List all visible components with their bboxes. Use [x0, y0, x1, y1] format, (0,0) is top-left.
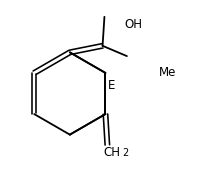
Text: 2: 2	[122, 148, 128, 158]
Text: OH: OH	[124, 18, 142, 31]
Text: CH: CH	[103, 146, 120, 159]
Text: E: E	[108, 79, 115, 92]
Text: Me: Me	[158, 66, 175, 79]
